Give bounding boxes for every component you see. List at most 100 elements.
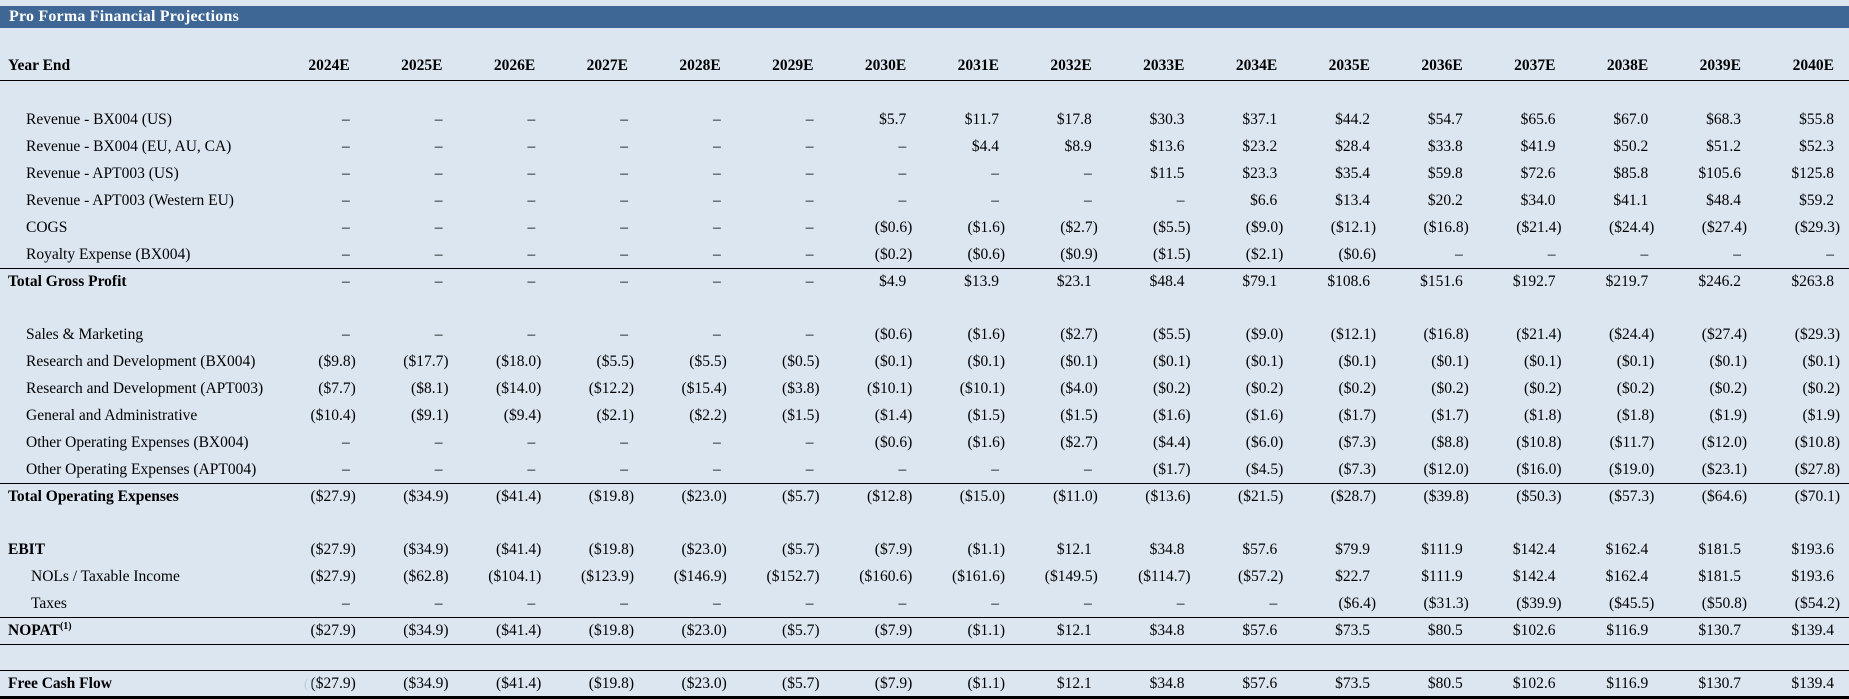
table-cell: ($123.9) [581,568,634,585]
table-row: Free Cash Flow ($27.9) (1) ($34.9) ($41.4) ($… [0,670,1849,699]
row-label: Revenue - BX004 (US) [26,111,172,128]
table-cell: – [527,594,536,612]
table-cell: – [1733,245,1741,263]
table-cell: ($0.6) [874,434,913,451]
table-cell: ($0.2) [1616,380,1655,397]
table-cell: $57.6 [1199,617,1293,645]
table-cell: ($45.5) [1609,594,1655,612]
table-cell: ($5.5) [1153,326,1191,343]
table-cell: ($0.6) [874,219,913,236]
table-cell: – [1826,245,1834,263]
table-cell: ($1.1) [921,617,1014,645]
table-cell: – [620,460,628,478]
table-cell: – [342,434,350,451]
table-cell: – [643,268,736,296]
table-cell: ($0.1) [1245,353,1284,370]
spacer-cell [0,81,1849,107]
faint-footnote-artifact: (1) [304,676,320,691]
table-cell: $162.4 [1605,541,1649,558]
table-cell: ($6.0) [1245,434,1284,451]
table-cell: ($12.0) [1423,460,1469,478]
table-cell: – [713,594,721,612]
table-cell: – [805,326,814,343]
table-cell: – [713,219,721,236]
table-cell: – [620,165,628,182]
row-label: Total Gross Profit [0,268,272,296]
table-cell: $12.1 [1056,541,1092,558]
table-cell: ($2.7) [1060,434,1098,451]
year-header: 2030E [828,42,922,81]
table-cell: ($27.9) [272,617,365,645]
row-label: NOPAT(1) [0,617,272,645]
table-cell: – [1269,594,1278,612]
table-cell: $72.6 [1520,165,1556,182]
table-cell: ($14.0) [496,380,542,397]
table-cell: $246.2 [1663,268,1756,296]
table-cell: ($27.9) (1) [272,670,365,699]
table-cell: – [457,268,551,296]
table-cell: – [805,434,814,451]
table-cell: $68.3 [1706,111,1741,128]
table-cell: $12.1 [1014,617,1107,645]
table-cell: – [272,268,365,296]
table-cell: ($29.3) [1794,219,1840,236]
table-cell: ($8.8) [1431,434,1469,451]
table-cell: ($8.1) [411,380,449,397]
table-cell: ($57.2) [1238,568,1284,585]
table-cell: – [342,111,350,128]
table-cell: $57.6 [1242,541,1278,558]
table-cell: $111.9 [1421,568,1463,585]
row-label: Taxes [31,594,67,612]
table-cell: – [898,192,907,209]
table-cell: $4.4 [971,138,999,155]
table-row: Other Operating Expenses (BX004) – – – – – – ($… [0,430,1849,457]
table-cell: – [1176,594,1185,612]
table-cell: $219.7 [1570,268,1664,296]
table-cell: $23.1 [1014,268,1107,296]
table-cell: ($9.8) [318,353,356,370]
table-cell: ($0.1) [1338,353,1376,370]
table-cell: $34.8 [1106,670,1200,699]
table-cell: $139.4 [1756,670,1849,699]
row-label: General and Administrative [26,407,198,424]
row-label: Sales & Marketing [26,326,144,343]
table-cell: ($34.9) [364,483,458,511]
table-cell: ($0.2) [1431,380,1469,397]
table-cell: ($11.0) [1014,483,1107,511]
table-header-row: Year End 2024E 2025E 2026E 2027E 2028E 2029E 2… [0,42,1849,81]
table-cell: ($9.0) [1245,326,1284,343]
table-cell: $151.6 [1385,268,1478,296]
table-cell: ($0.6) [967,245,1005,263]
table-cell: $44.2 [1335,111,1370,128]
table-cell: ($11.7) [1609,434,1655,451]
table-cell: – [620,111,628,128]
table-cell: – [805,460,814,478]
row-label: Revenue - APT003 (US) [26,165,179,182]
row-label: Free Cash Flow [0,670,272,699]
table-cell: ($41.4) [457,483,551,511]
table-cell: ($64.6) [1663,483,1756,511]
table-row: Taxes – – – – – – – – – – – ($6.4) ($31.3) ($39.9) ($45… [0,591,1849,618]
table-cell: $23.3 [1242,165,1278,182]
table-cell: $11.5 [1150,165,1185,182]
title-bar: Pro Forma Financial Projections [0,6,1849,28]
table-cell: – [620,138,628,155]
table-cell: – [805,111,814,128]
row-label: Total Operating Expenses [0,483,272,511]
table-cell: – [713,192,721,209]
table-cell: – [342,245,350,263]
table-cell: ($4.5) [1245,460,1284,478]
table-cell: ($19.0) [1609,460,1655,478]
table-row: Sales & Marketing – – – – – – ($0.6) ($1.6) ($2.7… [0,322,1849,349]
table-cell: $80.5 [1385,670,1478,699]
table-cell: $52.3 [1799,138,1834,155]
table-cell: ($19.8) [550,617,643,645]
table-cell: $23.2 [1242,138,1278,155]
table-cell: $34.8 [1149,541,1185,558]
table-cell: – [1084,594,1092,612]
table-cell: – [713,138,721,155]
table-cell: $41.9 [1520,138,1556,155]
table-cell: ($5.5) [689,353,727,370]
table-cell: ($24.4) [1609,326,1655,343]
